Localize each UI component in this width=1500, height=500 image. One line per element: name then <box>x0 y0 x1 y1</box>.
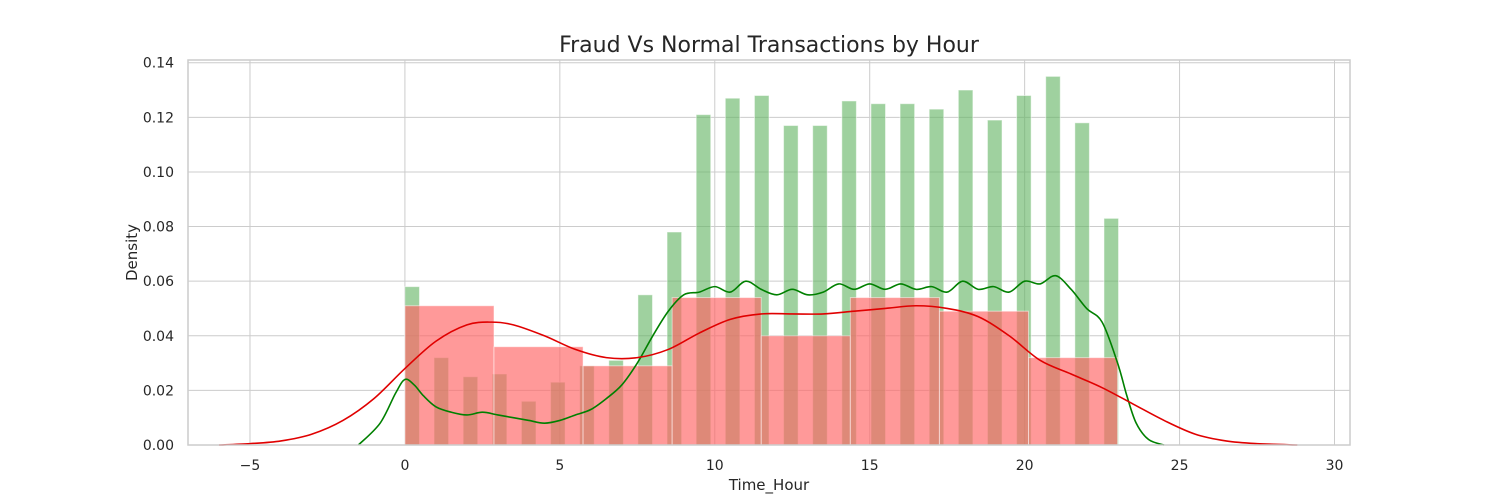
chart-title: Fraud Vs Normal Transactions by Hour <box>559 33 980 58</box>
y-axis-ticks: 0.00 0.02 0.04 0.06 0.08 0.10 0.12 0.14 <box>143 56 174 454</box>
x-axis-label: Time_Hour <box>728 476 810 495</box>
y-tick-label: 0.06 <box>143 274 174 290</box>
x-tick-label: 5 <box>555 458 564 474</box>
y-tick-label: 0.00 <box>143 438 174 454</box>
x-tick-label: 20 <box>1016 458 1034 474</box>
normal-kde-line <box>357 274 1165 446</box>
y-tick-label: 0.10 <box>143 165 174 181</box>
fraud-bar <box>671 297 762 446</box>
fraud-bar <box>493 346 584 446</box>
x-tick-label: 0 <box>400 458 409 474</box>
fraud-bar <box>404 305 495 446</box>
y-tick-label: 0.14 <box>143 56 174 72</box>
x-axis-ticks: −5 0 5 10 15 20 25 30 <box>240 458 1344 474</box>
x-tick-label: 30 <box>1326 458 1344 474</box>
fraud-bar <box>760 335 851 446</box>
x-tick-label: 10 <box>706 458 724 474</box>
fraud-bar <box>938 310 1030 446</box>
y-tick-label: 0.04 <box>143 329 174 345</box>
y-axis-label: Density <box>123 224 141 281</box>
fraud-histogram <box>404 297 1119 446</box>
y-tick-label: 0.02 <box>143 383 174 399</box>
kde-lines <box>218 274 1298 446</box>
y-tick-label: 0.12 <box>143 110 174 126</box>
plot-frame <box>187 59 1351 446</box>
x-tick-label: 25 <box>1171 458 1189 474</box>
x-tick-label: 15 <box>861 458 879 474</box>
y-tick-label: 0.08 <box>143 220 174 236</box>
x-tick-label: −5 <box>240 458 261 474</box>
fraud-kde-line <box>218 304 1298 446</box>
fraud-bar <box>849 297 940 446</box>
fraud-bar <box>1028 357 1119 446</box>
